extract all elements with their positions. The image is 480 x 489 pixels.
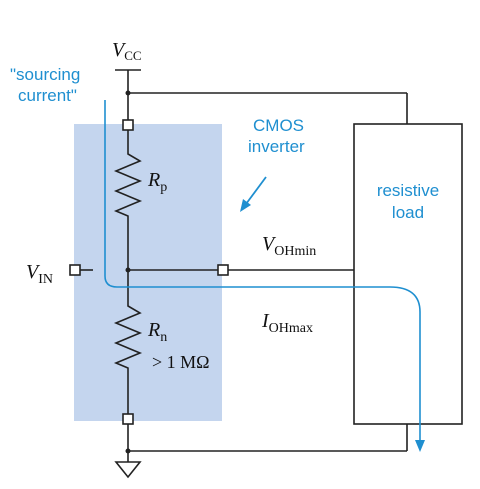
resistive-load-box [353,123,463,425]
junction-dot-bottom [125,448,131,454]
sourcing-current-path [104,100,421,442]
vcc-label: VCC [112,39,142,63]
terminal-bottom [122,413,134,425]
cmos-pointer-arrow [245,176,267,205]
cmos-inverter-label-line1: CMOS [253,116,304,135]
sourcing-current-label-line2: current" [18,86,77,105]
vohmin-label: VOHmin [262,233,316,259]
junction-dot-output [125,267,131,273]
sourcing-current-label-line1: "sourcing [10,65,80,84]
current-arrowhead-icon [415,440,425,452]
ground-icon [114,461,142,479]
iohmax-label: IOHmax [261,310,313,336]
terminals [69,119,229,425]
rn-value-label: > 1 MΩ [152,352,210,372]
load-label-line1: resistive [377,181,439,200]
cmos-pointer-arrowhead-icon [240,199,251,212]
terminal-input [69,264,81,276]
rp-label: Rp [147,169,167,195]
terminal-top [122,119,134,131]
circuit-wires [78,69,408,462]
terminal-output [217,264,229,276]
vin-label: VIN [26,261,53,287]
junction-dot-top [125,90,131,96]
rn-label: Rn [147,319,167,345]
load-label-line2: load [392,203,424,222]
cmos-inverter-label-line2: inverter [248,137,305,156]
cmos-inverter-region [74,124,222,421]
